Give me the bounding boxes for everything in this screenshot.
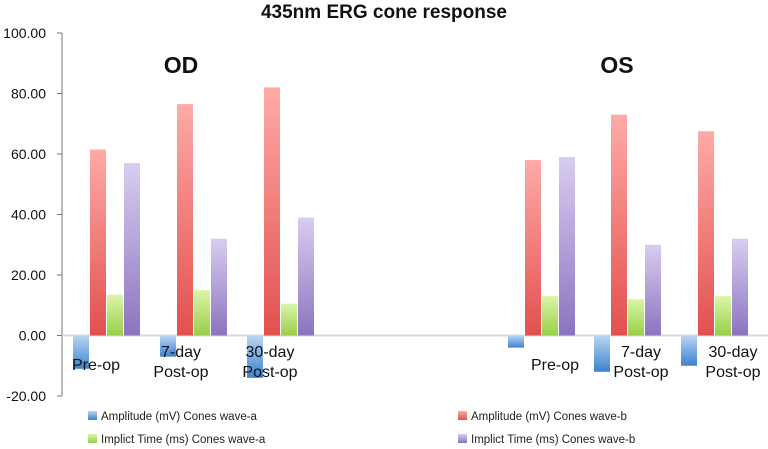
y-tick-label: 80.00	[11, 86, 46, 102]
y-tick-label: 0.00	[19, 328, 46, 344]
bar-2-6	[698, 131, 714, 336]
bar-1-4	[508, 335, 524, 348]
bar-3-5	[628, 299, 644, 336]
bar-3-2	[194, 290, 210, 336]
bar-1-3	[247, 335, 263, 378]
bar-1-5	[594, 335, 610, 372]
category-label: 30-day Post-op	[242, 344, 297, 381]
bars	[73, 87, 748, 378]
y-tick-label: -20.00	[6, 388, 46, 404]
bar-2-3	[264, 87, 280, 336]
category-label: Pre-op	[72, 357, 120, 374]
bar-2-5	[611, 114, 627, 336]
y-axis: 100.00 80.00 60.00 40.00 20.00 0.00 -20.00	[3, 25, 768, 404]
bar-3-6	[715, 296, 731, 336]
bar-4-1	[124, 163, 140, 336]
category-label: Pre-op	[531, 357, 579, 374]
bar-4-6	[732, 238, 748, 336]
category-labels: Pre-op 7-day Post-op 30-day Post-op Pre-op 7-d…	[72, 344, 761, 381]
legend-swatch-1	[88, 411, 97, 420]
bar-2-2	[177, 104, 193, 336]
group-label-os: OS	[600, 52, 633, 78]
y-tick-label: 60.00	[11, 146, 46, 162]
bar-4-4	[559, 157, 575, 336]
bar-2-1	[90, 149, 106, 336]
bar-1-6	[681, 335, 697, 366]
legend-label-1: Amplitude (mV) Cones wave-a	[101, 411, 258, 423]
y-tick-label: 20.00	[11, 267, 46, 283]
legend-label-3: Implict Time (ms) Cones wave-a	[101, 434, 266, 446]
bar-2-4	[525, 160, 541, 336]
y-tick-label: 100.00	[3, 25, 46, 41]
bar-1-1	[73, 335, 89, 369]
bar-3-3	[281, 303, 297, 336]
bar-1-2	[160, 335, 176, 357]
legend-swatch-2	[458, 411, 467, 420]
legend: Amplitude (mV) Cones wave-a Amplitude (mV…	[88, 411, 635, 446]
group-label-od: OD	[164, 52, 199, 78]
category-label: 7-day Post-op	[153, 344, 208, 381]
y-tick-label: 40.00	[11, 207, 46, 223]
category-label: 30-day Post-op	[705, 344, 760, 381]
legend-swatch-3	[88, 434, 97, 443]
bar-3-1	[107, 294, 123, 336]
chart-title: 435nm ERG cone response	[261, 2, 507, 23]
bar-4-5	[645, 244, 661, 336]
bar-4-2	[211, 238, 227, 336]
legend-label-2: Amplitude (mV) Cones wave-b	[471, 411, 627, 423]
legend-label-4: Implict Time (ms) Cones wave-b	[471, 434, 635, 446]
legend-swatch-4	[458, 434, 467, 443]
category-label: 7-day Post-op	[613, 344, 668, 381]
bar-3-4	[542, 296, 558, 336]
bar-4-3	[298, 217, 314, 336]
